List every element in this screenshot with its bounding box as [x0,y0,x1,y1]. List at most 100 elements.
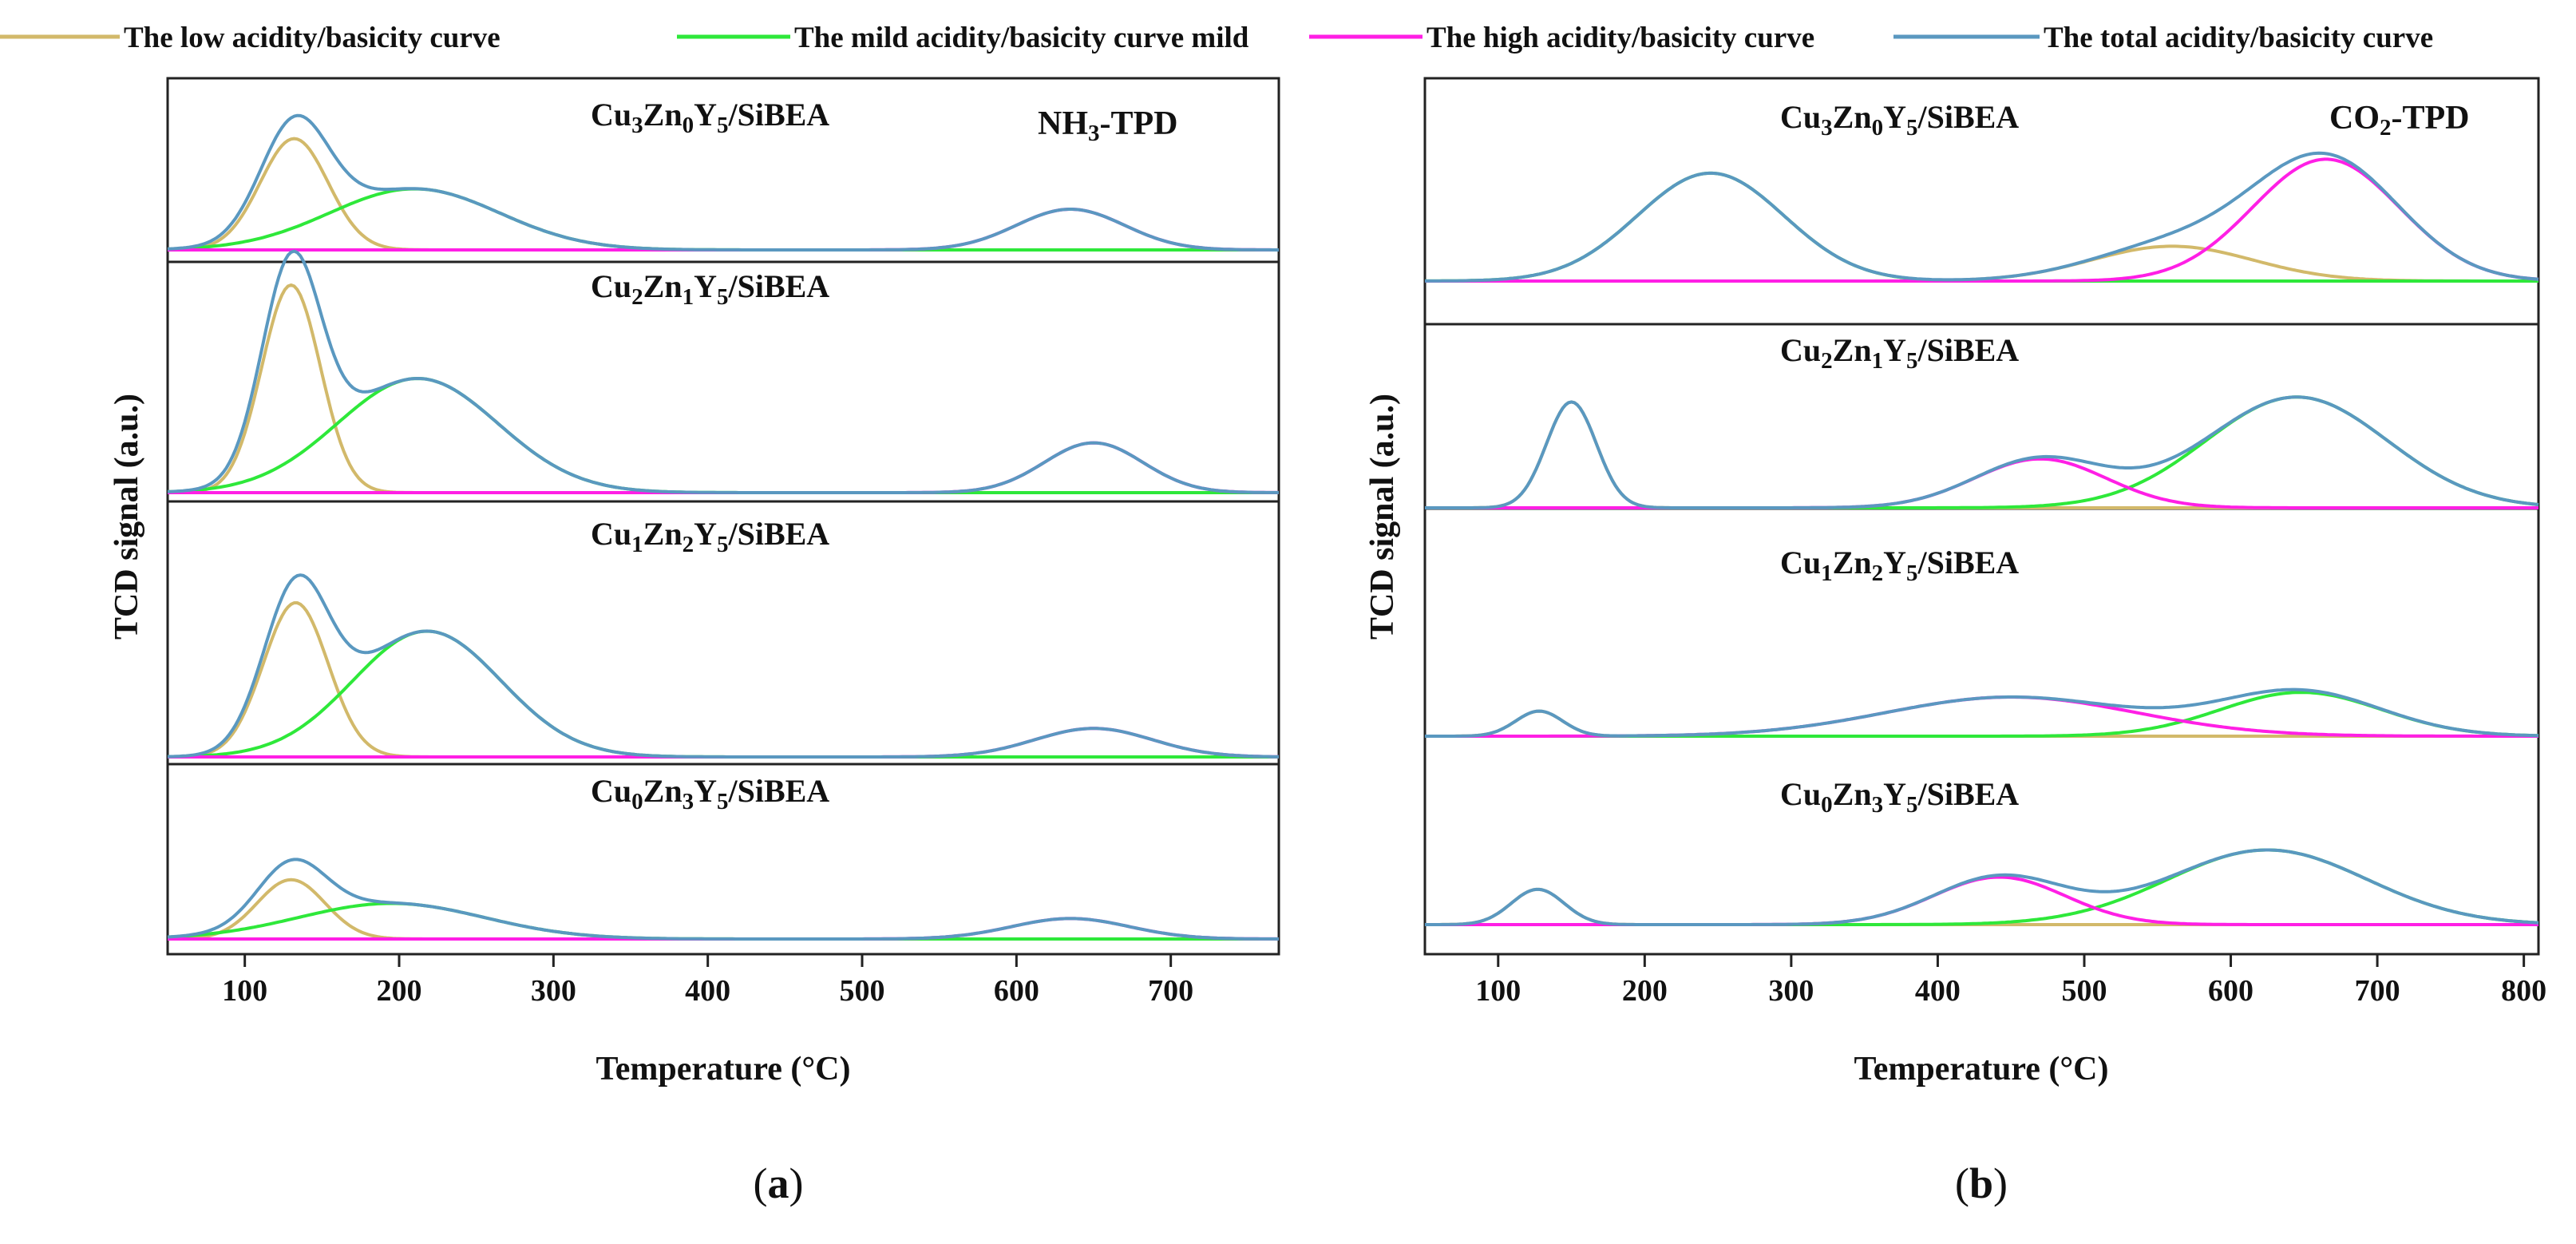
x-tick-label: 300 [531,974,576,1008]
sample-label-subscript: 2 [631,284,643,310]
x-tick-label: 400 [1915,974,1961,1008]
sample-label-text: Cu [591,773,631,809]
sample-label-text: Zn [643,516,683,552]
plot-frame [166,77,1280,956]
sample-label-text: Cu [1780,776,1821,812]
sample-label-text: Zn [1833,776,1872,812]
sample-label-text: /SiBEA [727,268,829,304]
legend-label: The low acidity/basicity curve [124,22,501,54]
mild-curve [167,901,1279,941]
sample-label-text: /SiBEA [1917,545,2019,580]
sample-label-subscript: 0 [683,113,694,138]
high-curve [1425,157,2539,283]
chart-title-main: NH [1038,105,1088,142]
chart-title-subscript: 2 [2380,115,2392,141]
sample-panel: Cu2Zn1Y5/SiBEA [1425,332,2539,509]
mild-curve [1425,848,2539,926]
x-tick-label: 600 [2208,974,2254,1008]
sample-label-text: Cu [1780,99,1821,135]
chart-title: NH3-TPD [1038,105,1178,146]
low-curve [1425,400,2538,509]
sample-label-text: Cu [591,268,631,304]
sample-label-text: Y [1883,332,1906,368]
x-tick-label: 800 [2501,974,2546,1008]
total-curve [167,249,1279,494]
sample-label-text: Cu [591,97,631,133]
high-curve [168,441,1279,494]
sample-label-text: Zn [1833,99,1872,135]
sample-label-subscript: 3 [1821,115,1833,141]
x-tick-label: 500 [2061,974,2107,1008]
sample-label-text: Zn [643,268,683,304]
sample-label-text: Y [694,97,717,133]
legend-item: The low acidity/basicity curve [0,22,501,54]
sample-label-text: Zn [1833,332,1872,368]
caption-paren: ) [789,1159,804,1207]
sample-label-text: Y [694,516,717,552]
sample-panel: Cu0Zn3Y5/SiBEA [167,773,1280,941]
captions: (a) (b) [754,1159,2008,1207]
sample-label-subscript: 5 [1906,115,1918,141]
high-curve [168,208,1279,252]
x-tick-label: 100 [1475,974,1521,1008]
sample-label-subscript: 5 [717,284,729,310]
total-curve [167,573,1280,759]
sample-panel: Cu3Zn0Y5/SiBEA [1425,99,2539,283]
sample-label-subscript: 1 [683,284,694,310]
sample-label-text: /SiBEA [727,773,829,809]
sample-panel: Cu1Zn2Y5/SiBEA [167,516,1280,759]
sample-label-text: Y [694,773,717,809]
sample-label: Cu2Zn1Y5/SiBEA [591,268,829,310]
sample-panel: Cu0Zn3Y5/SiBEA [1425,776,2539,926]
chart-title-subscript: 3 [1088,121,1100,146]
chart-title-main: CO [2329,100,2380,137]
sample-label-subscript: 0 [1872,115,1884,141]
x-tick-label: 500 [840,974,885,1008]
legend-label: The high acidity/basicity curve [1426,22,1814,54]
total-curve [167,858,1280,941]
chart-title: CO2-TPD [2329,100,2470,141]
mild-curve [167,377,1279,494]
sample-label-text: Zn [1833,545,1872,580]
x-tick-label: 300 [1768,974,1814,1008]
mild-curve [167,629,1279,759]
sample-label: Cu3Zn0Y5/SiBEA [1780,99,2019,141]
total-curve [1425,151,2539,283]
low-curve [167,283,1279,494]
x-tick-label: 400 [685,974,730,1008]
legend-label: The mild acidity/basicity curve mild [794,22,1249,54]
sample-label-subscript: 5 [1906,348,1918,374]
sample-label-text: Zn [643,97,683,133]
sample-label-subscript: 5 [717,532,729,557]
x-tick-label: 600 [994,974,1039,1008]
figure-caption: (a) [754,1159,804,1207]
sample-label-subscript: 3 [1872,792,1884,818]
y-axis-title: TCD signal (a.u.) [1364,394,1401,640]
high-curve [1425,695,2538,738]
chart-title-rest: -TPD [2392,100,2470,137]
x-tick-label: 200 [1622,974,1668,1008]
sample-label-text: Y [1883,776,1906,812]
mild-curve [1425,171,2538,283]
x-tick-label: 700 [2355,974,2400,1008]
sample-label-subscript: 2 [683,532,694,557]
sample-panel: Cu1Zn2Y5/SiBEA [1425,545,2539,738]
sample-label-text: Y [1883,545,1906,580]
x-tick-label: 200 [377,974,422,1008]
x-axis-title: Temperature (°C) [596,1051,851,1088]
sample-label-text: Cu [1780,545,1821,580]
figure-caption: (b) [1955,1159,2008,1207]
sample-panel: Cu2Zn1Y5/SiBEA [167,249,1279,494]
mild-curve [1425,395,2539,509]
sample-label-subscript: 5 [717,789,729,814]
sample-label-text: /SiBEA [727,97,829,133]
sample-label-text: /SiBEA [1917,776,2019,812]
sample-label-text: Cu [1780,332,1821,368]
sample-label-text: /SiBEA [1917,332,2019,368]
legend-label: The total acidity/basicity curve [2044,22,2433,54]
sample-label-subscript: 5 [1906,561,1918,586]
total-curve [1425,395,2539,509]
sample-label: Cu3Zn0Y5/SiBEA [591,97,829,138]
sample-label-text: Y [694,268,717,304]
